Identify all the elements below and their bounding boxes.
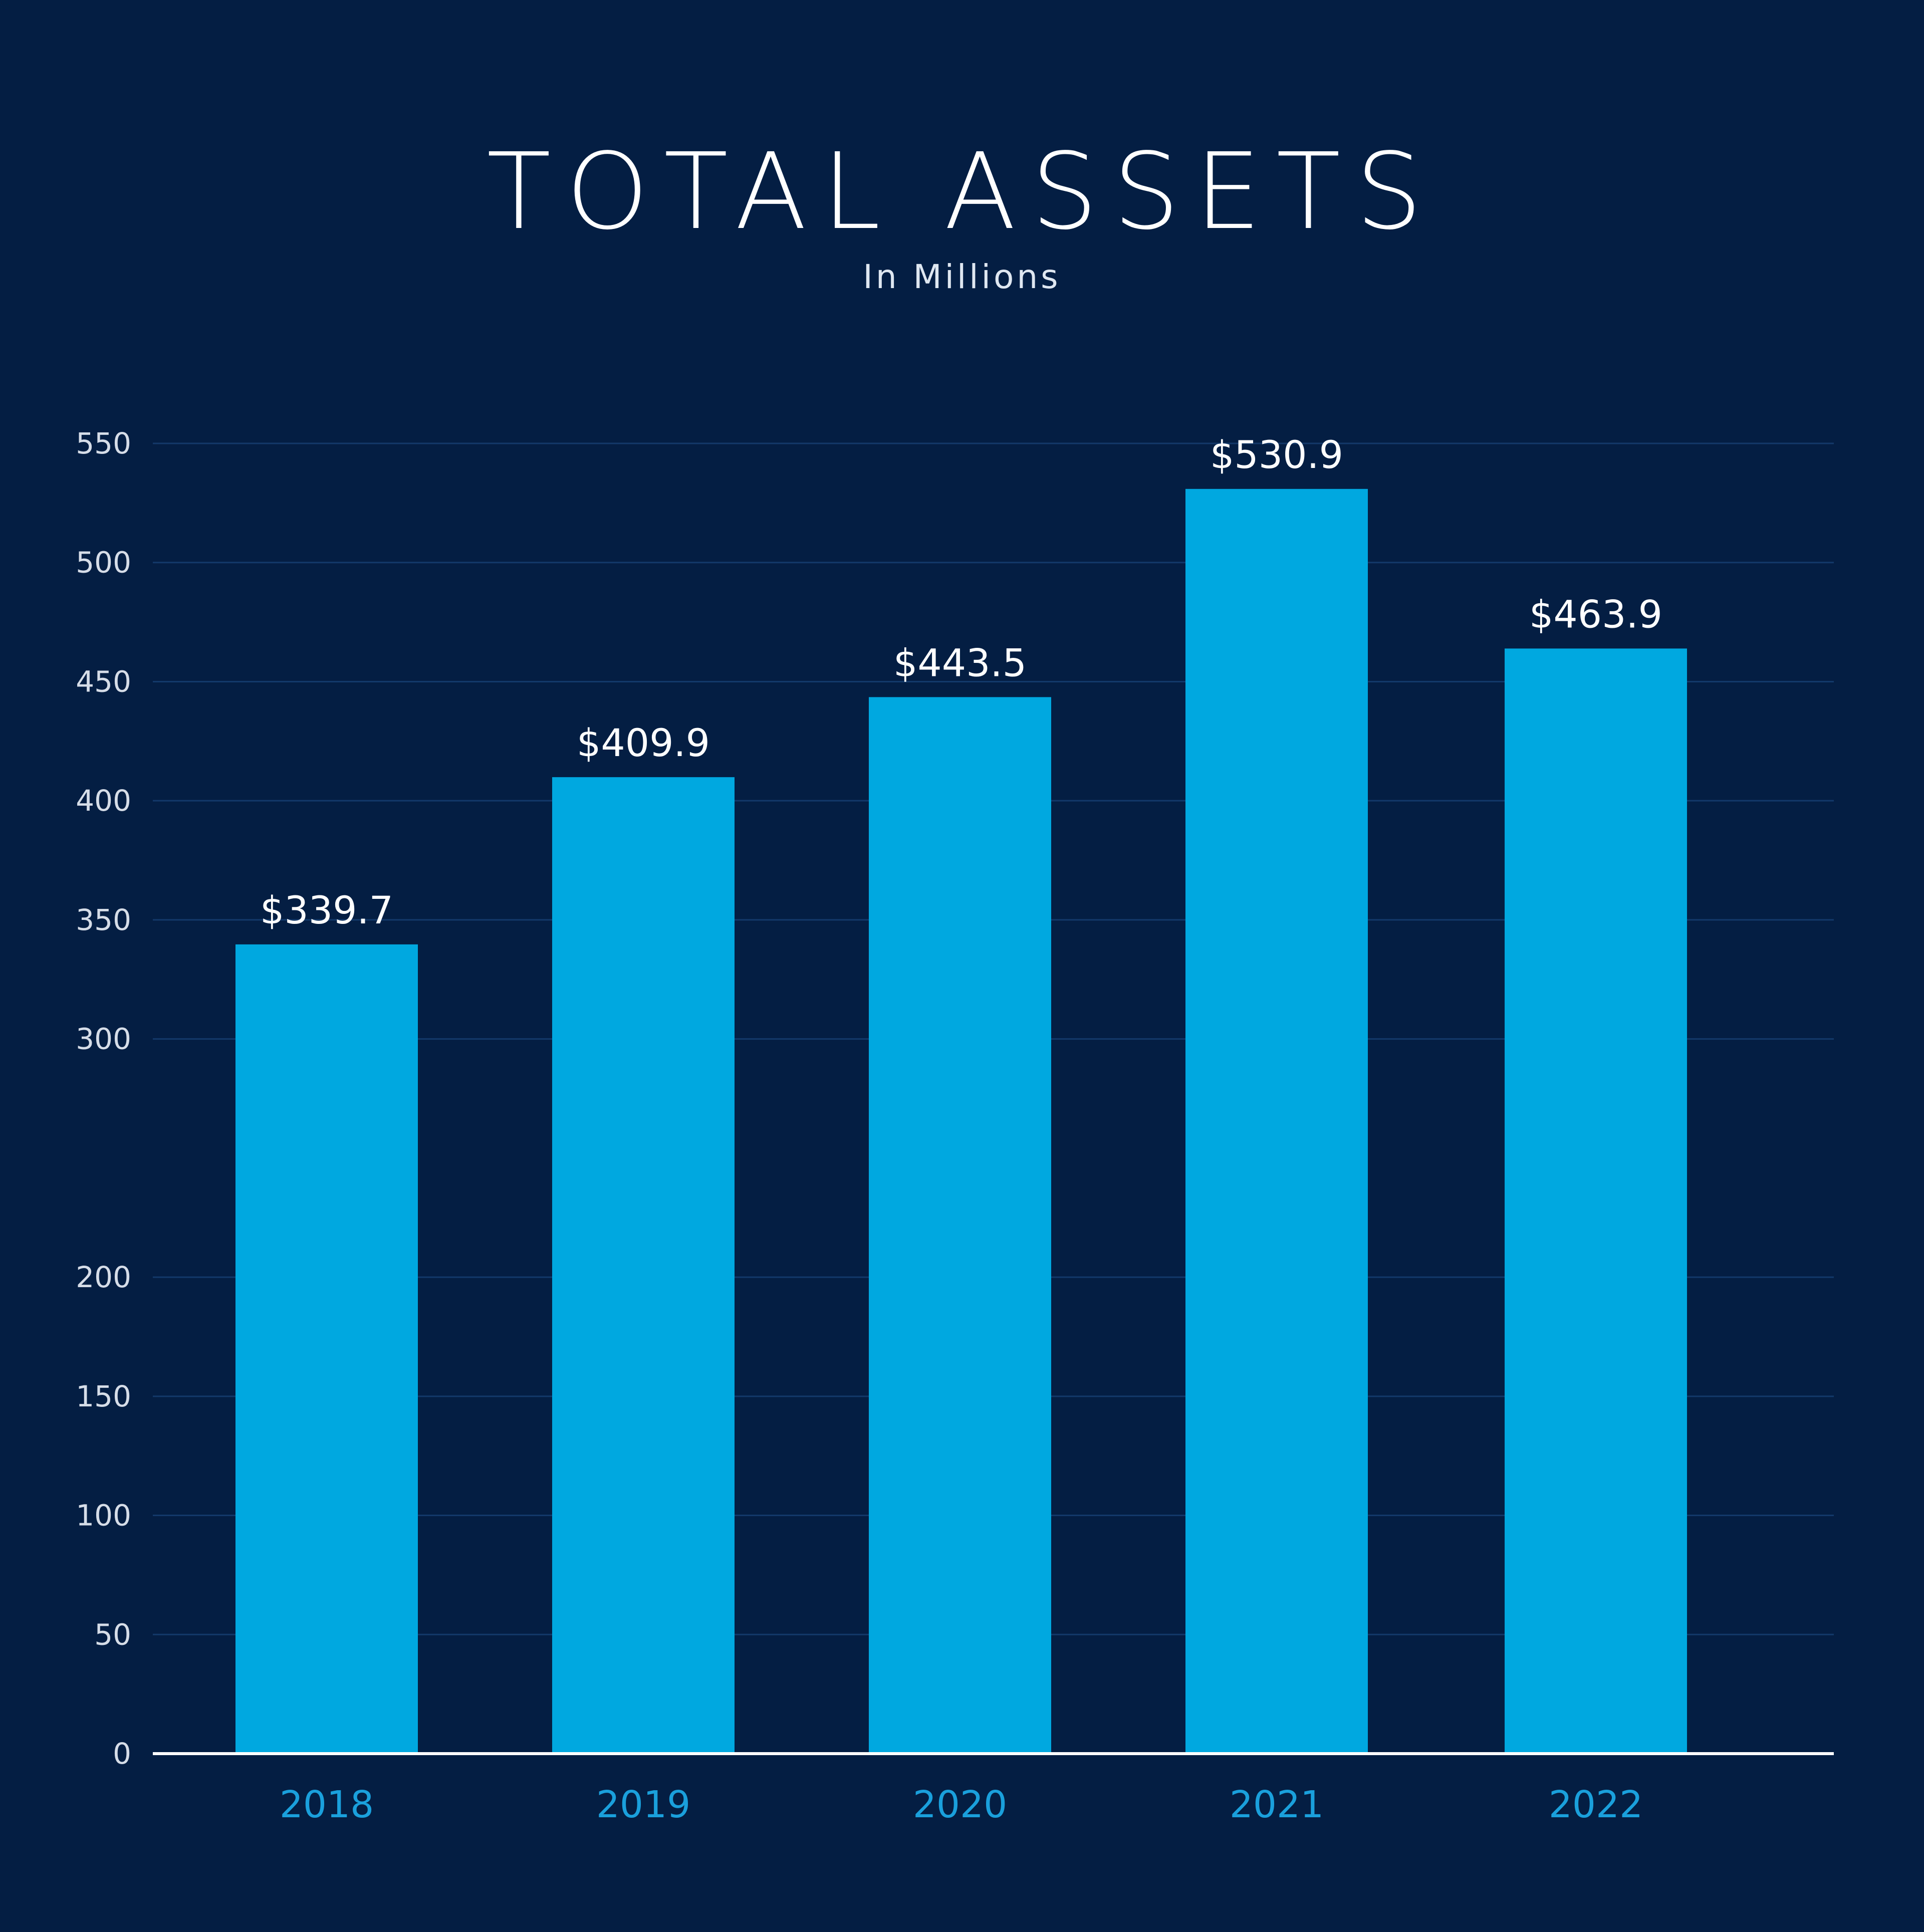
x-tick-label: 2020 [913,1783,1007,1826]
bar [235,944,418,1754]
bar [1505,648,1687,1754]
x-tick-label: 2022 [1549,1783,1643,1826]
data-label: $339.7 [260,888,393,932]
y-tick-label: 100 [76,1499,131,1533]
chart-subtitle: In Millions [863,258,1061,296]
x-tick-label: 2021 [1230,1783,1324,1826]
y-axis-ticks: 0 50 100 150 200 300 350 400 450 500 550 [76,426,131,1771]
bar [1185,489,1368,1754]
bar [869,697,1051,1754]
data-label: $463.9 [1529,592,1662,636]
y-tick-label: 150 [76,1379,131,1413]
data-label: $443.5 [893,640,1027,685]
y-tick-label: 500 [76,546,131,580]
y-tick-label: 0 [113,1737,131,1771]
y-tick-label: 400 [76,784,131,818]
y-tick-label: 200 [76,1260,131,1294]
data-labels: $339.7 $409.9 $443.5 $530.9 $463.9 [260,432,1662,932]
x-tick-label: 2018 [280,1783,374,1826]
x-axis-ticks: 2018 2019 2020 2021 2022 [280,1783,1643,1826]
bars [235,489,1687,1754]
y-tick-label: 550 [76,426,131,460]
y-tick-label: 450 [76,664,131,698]
x-tick-label: 2019 [596,1783,690,1826]
data-label: $530.9 [1210,432,1343,477]
y-tick-label: 50 [94,1617,131,1651]
bar [552,777,735,1754]
data-label: $409.9 [577,720,710,765]
y-tick-label: 350 [76,903,131,937]
y-tick-label: 300 [76,1022,131,1056]
chart-title: TOTAL ASSETS [487,130,1437,253]
